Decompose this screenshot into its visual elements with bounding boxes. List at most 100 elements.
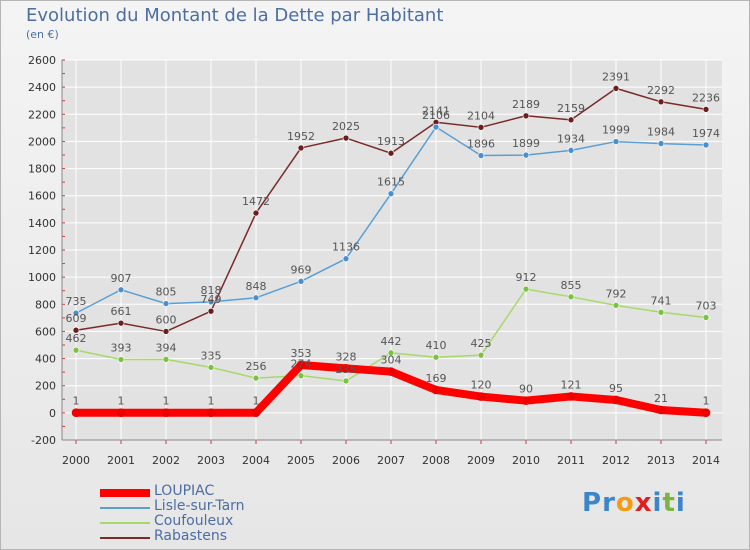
legend-label-loupiac: LOUPIAC — [154, 483, 215, 499]
data-label: 328 — [336, 350, 357, 363]
y-tick-label: 2000 — [28, 135, 56, 148]
data-label: 912 — [516, 271, 537, 284]
data-point — [162, 300, 170, 307]
data-point — [207, 307, 215, 315]
chart-title: Evolution du Montant de la Dette par Hab… — [26, 5, 444, 26]
data-label: 1999 — [602, 124, 630, 137]
x-tick-label: 2003 — [197, 454, 225, 467]
logo-letter: x — [634, 488, 653, 518]
y-tick-label: -200 — [31, 434, 56, 447]
data-point — [387, 349, 395, 357]
data-point — [476, 392, 486, 401]
data-point — [342, 377, 350, 385]
data-point — [521, 396, 531, 405]
data-point — [207, 298, 215, 306]
data-label: 462 — [66, 332, 87, 345]
data-label: 969 — [291, 263, 312, 276]
legend-item-rabastens: Rabastens — [100, 529, 300, 545]
data-point — [72, 346, 80, 354]
legend-swatch-lisle-sur-tarn — [100, 507, 150, 509]
data-point — [252, 209, 260, 217]
data-label: 169 — [426, 372, 447, 385]
data-point — [657, 98, 665, 106]
data-label: 394 — [156, 341, 177, 354]
data-point — [477, 351, 485, 359]
logo-letter: P — [582, 488, 603, 518]
data-label: 741 — [651, 294, 672, 307]
data-label: 353 — [291, 347, 312, 360]
data-point — [207, 364, 215, 371]
data-label: 442 — [381, 335, 402, 348]
data-point — [342, 134, 350, 142]
logo-letter: o — [615, 488, 635, 518]
data-label: 2025 — [332, 120, 360, 133]
x-tick-label: 2012 — [602, 454, 630, 467]
data-label: 1913 — [377, 135, 405, 148]
x-tick-label: 2014 — [692, 454, 720, 467]
data-label: 2292 — [647, 84, 675, 97]
data-point — [702, 106, 710, 113]
data-point — [386, 367, 396, 376]
data-label: 609 — [66, 312, 87, 325]
data-point — [387, 190, 395, 197]
x-tick-label: 2009 — [467, 454, 495, 467]
data-point — [252, 374, 260, 382]
data-label: 735 — [66, 295, 87, 308]
data-label: 393 — [111, 342, 132, 355]
data-point — [342, 255, 350, 262]
y-tick-label: 1200 — [28, 244, 56, 257]
data-label: 1 — [163, 395, 170, 408]
data-point — [567, 293, 575, 301]
data-point — [296, 360, 306, 370]
data-label: 848 — [246, 280, 267, 293]
data-point — [657, 140, 665, 147]
data-label: 2106 — [422, 109, 450, 122]
data-point — [522, 285, 530, 293]
data-label: 1 — [118, 395, 125, 408]
x-tick-label: 2011 — [557, 454, 585, 467]
data-label: 335 — [201, 349, 222, 362]
legend-item-loupiac: LOUPIAC — [100, 483, 300, 500]
data-point — [72, 309, 80, 317]
data-point — [431, 385, 441, 395]
data-label: 21 — [654, 392, 668, 405]
y-tick-label: 0 — [49, 407, 56, 420]
data-point — [522, 151, 530, 159]
data-label: 2236 — [692, 91, 720, 104]
data-point — [297, 144, 305, 152]
y-tick-label: 400 — [35, 353, 56, 366]
data-point — [117, 356, 125, 363]
data-label: 703 — [696, 299, 717, 312]
data-label: 1472 — [242, 195, 270, 208]
data-point — [656, 405, 666, 415]
data-label: 2104 — [467, 109, 495, 122]
data-point — [251, 408, 261, 418]
data-point — [432, 353, 440, 361]
data-point — [297, 278, 305, 285]
logo-letter: i — [652, 488, 663, 518]
data-label: 1 — [208, 395, 215, 408]
data-label: 1984 — [647, 126, 675, 139]
x-tick-label: 2004 — [242, 454, 270, 467]
data-point — [206, 408, 216, 418]
legend: LOUPIAC Lisle-sur-Tarn Coufouleux Rabast… — [100, 483, 300, 545]
data-point — [612, 302, 620, 309]
data-label: 235 — [336, 363, 357, 376]
data-label: 1934 — [557, 132, 585, 145]
data-point — [657, 308, 665, 316]
data-label: 90 — [519, 383, 533, 396]
data-point — [567, 147, 575, 154]
data-label: 1 — [73, 395, 80, 408]
data-label: 274 — [291, 358, 312, 371]
data-label: 855 — [561, 279, 582, 292]
data-label: 1896 — [467, 138, 495, 151]
logo-letter: i — [675, 488, 686, 518]
y-tick-label: 600 — [35, 325, 56, 338]
data-label: 805 — [156, 286, 177, 299]
data-point — [71, 408, 81, 418]
data-label: 749 — [201, 293, 222, 306]
data-label: 1615 — [377, 176, 405, 189]
data-label: 120 — [471, 379, 492, 392]
data-point — [477, 152, 485, 159]
